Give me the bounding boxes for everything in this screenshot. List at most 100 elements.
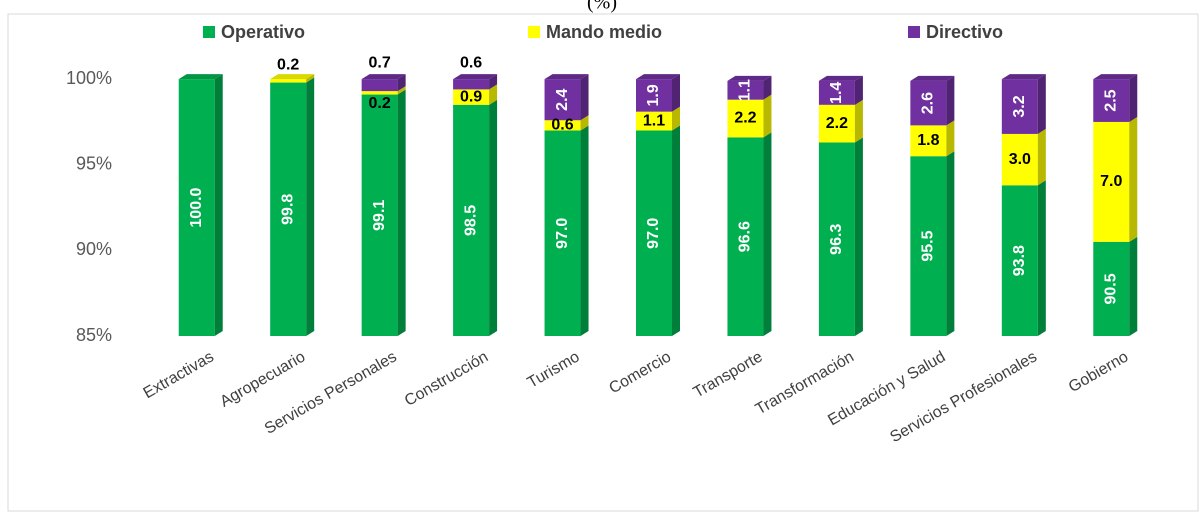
bar-segment xyxy=(1001,128,1046,186)
bar-segment xyxy=(727,132,772,336)
value-label: 99.8 xyxy=(279,194,296,225)
bar-front xyxy=(270,82,307,336)
bar-front xyxy=(453,89,490,105)
value-label: 7.0 xyxy=(1100,173,1122,190)
bar-front xyxy=(727,80,764,100)
chart-title: (%) xyxy=(587,0,617,14)
bar-front xyxy=(361,91,398,95)
bar-front xyxy=(1001,79,1038,134)
bar-top xyxy=(453,74,498,80)
value-label: 0.2 xyxy=(277,56,299,73)
bar-segment xyxy=(453,99,498,336)
bar-front xyxy=(453,104,490,336)
bar-side xyxy=(397,86,406,95)
y-tick-label: 95% xyxy=(76,154,112,174)
value-label: 99.1 xyxy=(371,200,388,231)
value-label: 0.2 xyxy=(369,95,391,112)
bar-side xyxy=(489,99,498,336)
bar-side xyxy=(1129,236,1138,336)
bar-side xyxy=(672,106,680,131)
bar-front xyxy=(727,137,764,336)
bar-segment xyxy=(361,74,406,92)
bar-segment xyxy=(1001,74,1046,134)
bar-segment xyxy=(910,151,955,336)
bar-front xyxy=(361,94,398,336)
bar-side xyxy=(672,125,680,336)
bar-side xyxy=(489,74,498,90)
bar-front xyxy=(1001,133,1038,186)
bar-segment xyxy=(818,99,863,143)
legend-swatch xyxy=(203,26,215,38)
bar-side xyxy=(306,74,315,83)
value-label: 2.2 xyxy=(734,110,756,127)
bar-segment xyxy=(636,74,680,112)
bar-segment xyxy=(818,137,863,336)
bar-side xyxy=(854,99,863,143)
bar-segment xyxy=(544,125,589,336)
y-tick-label: 90% xyxy=(76,239,112,259)
bar-front xyxy=(453,79,490,90)
bar-side xyxy=(854,137,863,336)
bar-segment xyxy=(910,120,955,157)
bar-front xyxy=(636,79,672,112)
value-label: 100.0 xyxy=(188,187,205,227)
bar-side xyxy=(763,75,772,100)
bar-side xyxy=(214,74,223,336)
bar-front xyxy=(1093,241,1130,336)
bar-segment xyxy=(361,86,406,95)
bar-side xyxy=(1037,180,1046,336)
bar-top xyxy=(544,74,589,80)
value-label: 2.4 xyxy=(554,88,571,110)
value-label: 0.6 xyxy=(551,117,573,134)
bar-segment xyxy=(1093,236,1138,336)
bar-front xyxy=(178,79,215,336)
value-label: 0.6 xyxy=(460,54,482,71)
bar-side xyxy=(763,94,772,138)
value-label: 0.9 xyxy=(460,88,482,105)
bar-front xyxy=(910,156,947,336)
value-label: 2.2 xyxy=(826,115,848,132)
value-label: 1.8 xyxy=(917,132,939,149)
bar-side xyxy=(306,77,315,337)
value-label: 97.0 xyxy=(554,218,571,249)
value-label: 96.3 xyxy=(828,224,845,255)
bar-segment xyxy=(910,75,955,126)
bar-side xyxy=(580,74,589,121)
bar-segment xyxy=(727,75,772,100)
bar-top xyxy=(727,75,772,81)
value-label: 93.8 xyxy=(1011,245,1028,276)
bar-front xyxy=(1001,185,1038,336)
value-label: 3.0 xyxy=(1009,151,1031,168)
legend-swatch xyxy=(528,26,540,38)
value-label: 1.1 xyxy=(643,112,665,129)
value-label: 98.5 xyxy=(462,205,479,236)
bar-top xyxy=(361,74,406,80)
bar-segment xyxy=(1093,74,1138,122)
bar-segment xyxy=(636,106,680,131)
value-label: 2.6 xyxy=(920,92,937,114)
bar-side xyxy=(946,151,955,336)
bar-side xyxy=(1037,128,1046,186)
bar-side xyxy=(489,84,498,105)
value-label: 0.7 xyxy=(369,54,391,71)
bar-front xyxy=(270,79,307,83)
bar-segment xyxy=(1093,116,1138,242)
bar-front xyxy=(544,130,581,336)
bar-side xyxy=(1037,74,1046,134)
bar-front xyxy=(636,111,672,131)
bar-side xyxy=(672,74,680,112)
bar-front xyxy=(818,104,855,143)
bar-top xyxy=(1001,74,1046,80)
bar-side xyxy=(580,115,589,131)
value-label: 2.5 xyxy=(1102,89,1119,111)
bar-front xyxy=(818,80,855,105)
bar-top xyxy=(270,74,315,80)
legend-label: Directivo xyxy=(926,22,1003,42)
bar-side xyxy=(580,125,589,336)
bar-side xyxy=(397,89,406,336)
bar-side xyxy=(1129,116,1138,242)
bar-front xyxy=(1093,121,1130,242)
bar-top xyxy=(178,74,223,80)
bar-segment xyxy=(270,74,315,83)
